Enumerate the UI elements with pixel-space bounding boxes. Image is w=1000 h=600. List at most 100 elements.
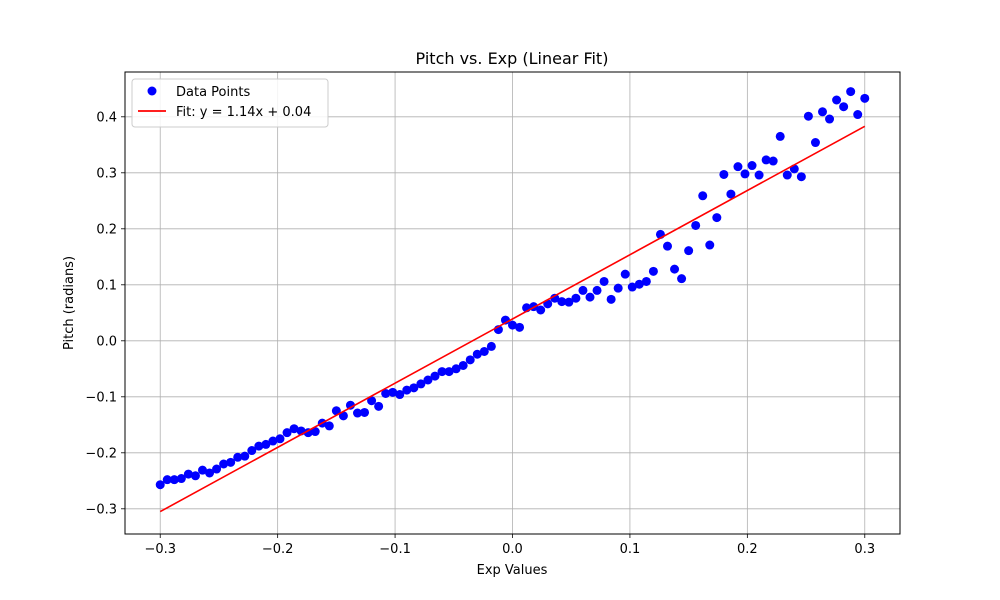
data-point (479, 346, 489, 356)
legend: Data Points Fit: y = 1.14x + 0.04 (131, 78, 329, 128)
data-point (839, 102, 849, 112)
data-point (775, 131, 785, 141)
data-point (803, 111, 813, 121)
data-point (712, 213, 722, 223)
data-point (423, 375, 433, 385)
x-tick-label: 0.3 (854, 542, 875, 557)
data-point (226, 457, 236, 467)
legend-marker-data-points (147, 86, 157, 96)
data-point (402, 385, 412, 395)
y-tick-label: −0.2 (85, 446, 117, 461)
data-point (310, 427, 320, 437)
y-tick-label: 0.0 (96, 334, 117, 349)
data-point (846, 87, 856, 97)
y-tick-label: 0.2 (96, 222, 117, 237)
data-point (782, 170, 792, 180)
x-axis-label: Exp Values (477, 563, 548, 578)
data-point (162, 475, 172, 485)
data-point (691, 220, 701, 230)
data-point (430, 371, 440, 381)
data-point (458, 360, 468, 370)
data-point (627, 282, 637, 292)
data-point (754, 170, 764, 180)
data-point (353, 408, 362, 418)
data-point (155, 480, 165, 490)
x-tick-label: 0.2 (737, 542, 758, 557)
x-tick-label: −0.2 (262, 542, 294, 557)
data-point (733, 162, 743, 172)
x-tick-label: −0.1 (379, 542, 411, 557)
y-tick-label: 0.4 (96, 110, 117, 125)
data-point (515, 322, 525, 332)
data-point (508, 320, 517, 330)
data-point (853, 110, 863, 120)
data-point (275, 434, 285, 444)
fit-line (159, 125, 866, 513)
legend-label-data-points: Data Points (176, 85, 250, 100)
x-tick-label: 0.0 (502, 542, 523, 557)
data-point (705, 240, 715, 250)
data-point (268, 436, 278, 446)
data-point (254, 441, 264, 451)
data-point (437, 367, 447, 377)
y-axis-label: Pitch (radians) (62, 256, 77, 350)
data-point (374, 401, 384, 411)
data-point (571, 293, 581, 303)
legend-box (131, 78, 329, 128)
data-point (825, 114, 835, 124)
data-point (634, 279, 644, 289)
grid (125, 72, 900, 534)
data-point (613, 283, 623, 293)
data-point (796, 172, 806, 182)
y-tick-label: 0.3 (96, 166, 117, 181)
x-tick-label: 0.1 (620, 542, 641, 557)
data-point (648, 266, 658, 276)
data-point (550, 293, 560, 303)
data-point (698, 191, 708, 201)
data-point (747, 161, 757, 171)
data-point (416, 379, 426, 389)
data-point (190, 471, 200, 481)
data-point (641, 276, 651, 286)
data-point (860, 93, 870, 103)
data-point (684, 246, 694, 256)
data-point (367, 396, 377, 406)
plot-area (155, 87, 870, 513)
data-point (810, 138, 820, 148)
data-point (740, 169, 750, 179)
data-point (451, 364, 461, 374)
data-point (564, 297, 574, 307)
data-point (536, 305, 546, 315)
data-point (444, 367, 454, 377)
data-point (282, 428, 292, 438)
y-tick-label: −0.3 (85, 502, 117, 517)
data-point (592, 285, 602, 295)
data-point (719, 169, 729, 179)
data-point (663, 241, 672, 251)
data-point (233, 452, 243, 462)
data-point (768, 156, 778, 166)
data-point (472, 349, 482, 359)
data-point (409, 383, 419, 393)
chart-title: Pitch vs. Exp (Linear Fit) (416, 49, 609, 68)
data-point (818, 107, 827, 117)
y-tick-label: −0.1 (85, 390, 117, 405)
data-point (324, 421, 334, 431)
data-point (289, 424, 299, 434)
data-point (247, 446, 257, 456)
data-point (578, 285, 588, 295)
data-point (388, 387, 398, 397)
data-point (169, 475, 179, 485)
x-axis-ticks: −0.3 −0.2 −0.1 0.0 0.1 0.2 0.3 (144, 534, 875, 557)
data-point (212, 464, 222, 474)
plot-frame (124, 71, 901, 535)
y-axis-ticks: −0.3 −0.2 −0.1 0.0 0.1 0.2 0.3 0.4 (85, 110, 125, 517)
data-point (205, 468, 215, 478)
data-point (599, 276, 609, 286)
data-point (677, 274, 687, 284)
data-point (465, 355, 475, 365)
legend-label-fit: Fit: y = 1.14x + 0.04 (176, 105, 311, 120)
data-point (832, 95, 842, 105)
data-point (219, 459, 229, 469)
data-point (585, 292, 595, 302)
